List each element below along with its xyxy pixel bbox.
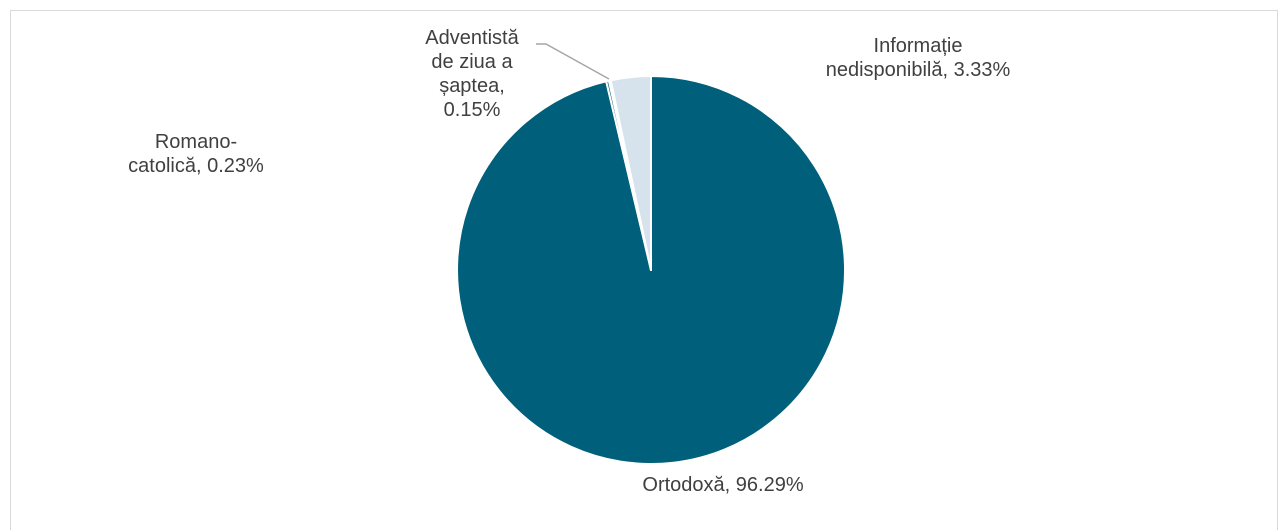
leader-line-adventista (536, 43, 610, 80)
slice-label-line: Informație (874, 35, 963, 57)
slice-label-line: Ortodoxă, 96.29% (642, 474, 803, 496)
slice-label-line: șaptea, (439, 75, 505, 97)
slice-label-1: Romano-catolică, 0.23% (128, 131, 264, 177)
slice-label-line: de ziua a (431, 51, 513, 73)
slice-label-line: Adventistă (425, 27, 519, 49)
slice-label-3: Informație nedisponibilă, 3.33% (826, 35, 1011, 81)
slice-label-line: Romano- (155, 131, 237, 153)
slice-label-line: catolică, 0.23% (128, 155, 264, 177)
pie-slice-3 (609, 75, 652, 271)
slice-label-line: 0.15% (444, 99, 501, 121)
slice-label-2: Adventistă de ziua a șaptea, 0.15% (425, 27, 519, 121)
labels-layer: Ortodoxă, 96.29% Romano-catolică, 0.23% Ad… (128, 27, 1010, 496)
slice-label-line: nedisponibilă, 3.33% (826, 59, 1011, 81)
slice-label-0: Ortodoxă, 96.29% (642, 474, 803, 496)
leaders-layer (536, 43, 610, 80)
slices-layer (456, 75, 846, 465)
